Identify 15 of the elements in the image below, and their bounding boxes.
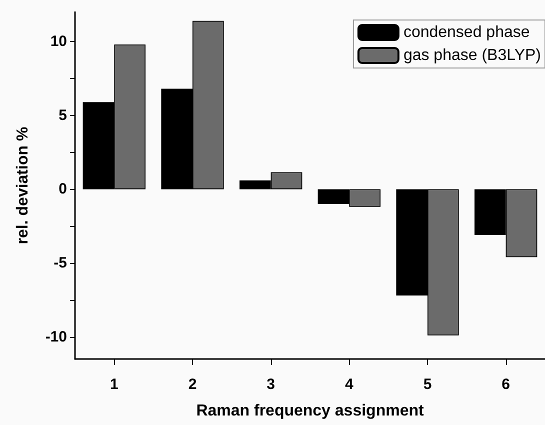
x-tick-label: 1 [110,376,118,393]
y-tick-label: 0 [58,180,67,198]
y-axis-title: rel. deviation % [14,126,32,244]
legend-label: condensed phase [403,24,530,41]
y-tick-label: -5 [54,254,67,272]
y-tick-label: -10 [45,328,67,346]
x-tick-label: 6 [502,376,510,393]
x-axis-title: Raman frequency assignment [196,402,424,420]
y-tick-label: 10 [50,33,67,50]
x-tick-label: 4 [344,376,354,393]
legend-label: gas phase (B3LYP) [403,47,541,64]
x-tick-label: 5 [423,376,432,393]
x-tick-label: 3 [266,376,276,393]
y-tick-label: 5 [58,106,67,124]
x-tick-label: 2 [188,376,197,393]
